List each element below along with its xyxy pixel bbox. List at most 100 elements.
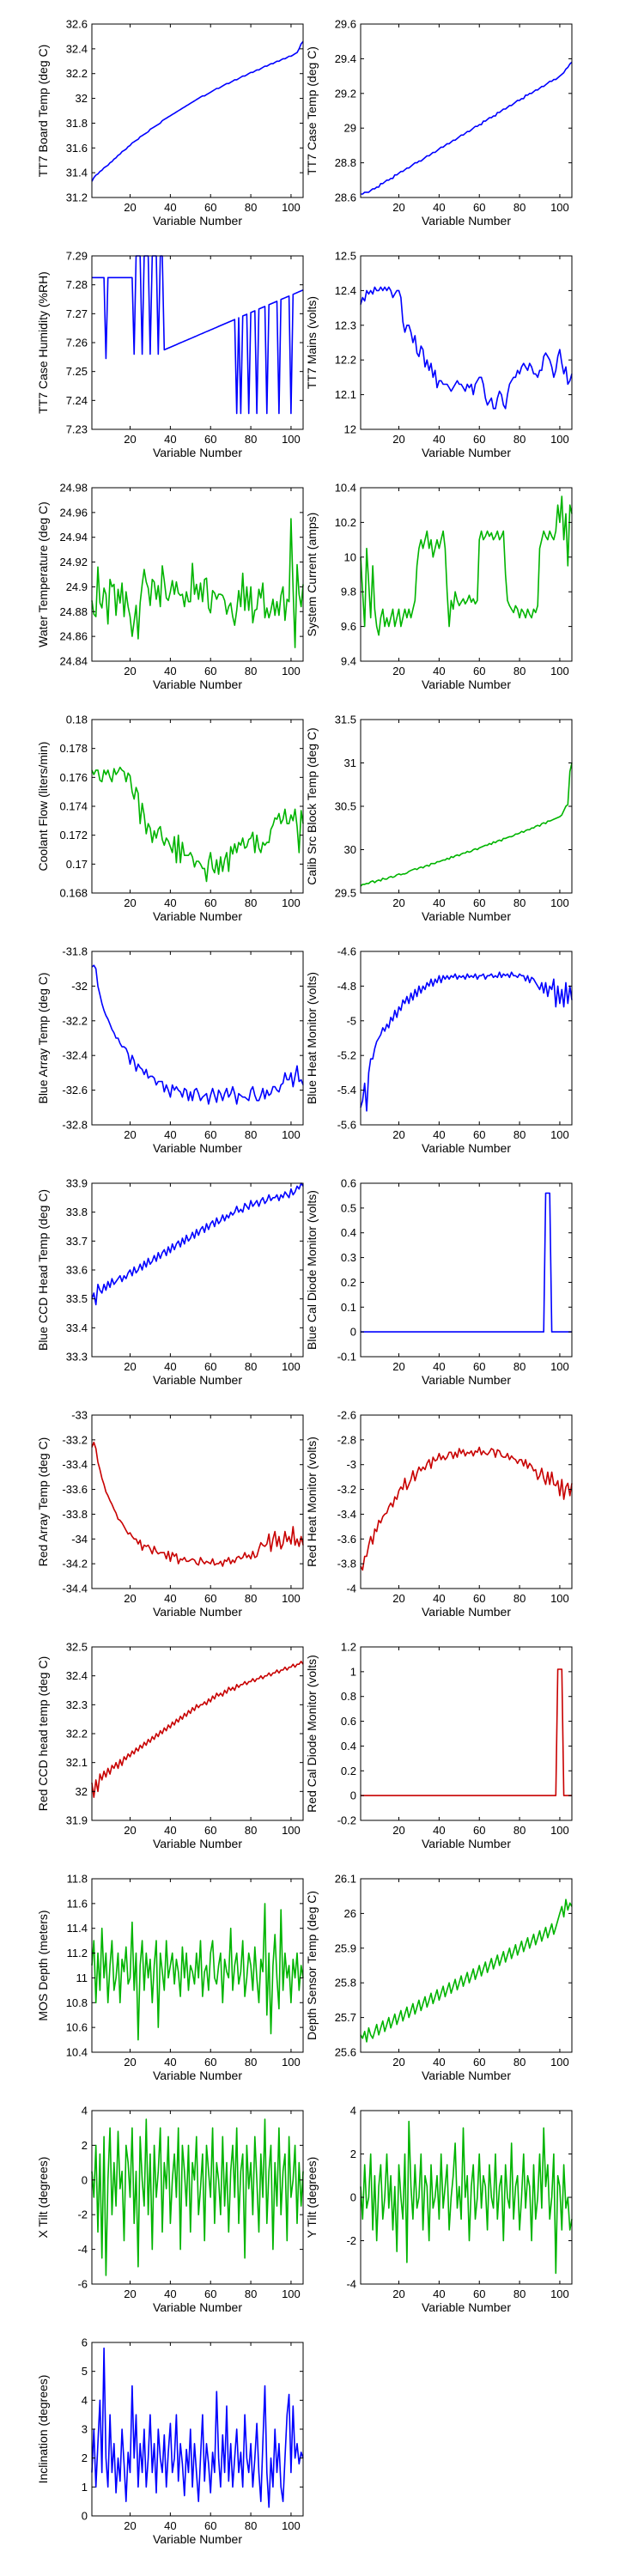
x-tick-label: 80: [245, 2056, 257, 2069]
y-tick-label: -4: [346, 2278, 356, 2291]
plot-frame: [360, 951, 573, 1126]
y-axis-label: Depth Sensor Temp (deg C): [305, 1891, 319, 2040]
series-line: [92, 255, 304, 415]
chart-panel-13: 20 40 60 80 100 -34.4 -34.2 -34 -33.8 -33.6 -33.4 -…: [36, 1409, 304, 1619]
plot-frame: [360, 1414, 573, 1589]
x-tick-label: 100: [282, 433, 301, 446]
y-tick-label: 12.2: [335, 354, 356, 367]
x-tick-label: 20: [124, 2287, 136, 2300]
y-tick-label: 29: [344, 122, 356, 135]
y-tick-label: 31.9: [66, 1814, 88, 1827]
series-line: [361, 61, 573, 195]
y-tick-label: 1.2: [341, 1641, 356, 1654]
chart-panel-2: 20 40 60 80 100 28.6 28.8 29 29.2 29.4 29.6 Variabl…: [305, 18, 573, 228]
x-axis-label: Variable Number: [153, 446, 242, 459]
y-tick-label: 10.6: [66, 2021, 88, 2034]
y-tick-label: 0.4: [341, 1226, 356, 1239]
y-tick-label: 7.23: [66, 423, 88, 436]
y-tick-label: 2: [82, 2451, 88, 2464]
x-tick-label: 20: [124, 1824, 136, 1837]
y-tick-label: 12: [344, 423, 356, 436]
y-tick-label: 9.4: [341, 655, 356, 668]
x-tick-label: 40: [433, 433, 445, 446]
y-tick-label: 33.7: [66, 1235, 88, 1248]
y-axis-label: Red Array Temp (deg C): [36, 1437, 50, 1567]
y-tick-label: 24.98: [59, 482, 88, 495]
y-tick-label: 11.8: [67, 1873, 88, 1886]
y-tick-label: -4: [77, 2243, 88, 2256]
y-axis-label: Red Cal Diode Monitor (volts): [305, 1655, 319, 1813]
y-tick-label: 28.8: [335, 156, 356, 169]
x-tick-label: 100: [282, 665, 301, 677]
x-tick-label: 80: [245, 433, 257, 446]
x-tick-label: 40: [164, 1360, 176, 1373]
x-axis-label: Variable Number: [153, 214, 242, 228]
series-line: [91, 2118, 304, 2276]
x-tick-label: 60: [204, 1592, 216, 1605]
series-line: [91, 1903, 304, 2041]
y-tick-label: 31.6: [66, 142, 88, 155]
x-tick-label: 100: [282, 1360, 301, 1373]
x-tick-label: 40: [164, 1824, 176, 1837]
chart-panel-5: 20 40 60 80 100 24.84 24.86 24.88 24.9 24.92 24.94…: [36, 482, 304, 691]
chart-panel-4: 20 40 60 80 100 12 12.1 12.2 12.3 12.4 12.5 Variabl…: [305, 250, 573, 459]
y-tick-label: -2: [346, 2234, 356, 2247]
x-tick-label: 40: [164, 1128, 176, 1141]
x-axis-label: Variable Number: [153, 2069, 242, 2082]
x-tick-label: 100: [282, 2056, 301, 2069]
y-tick-label: 30: [344, 843, 356, 856]
y-tick-label: 33.3: [66, 1351, 88, 1364]
x-tick-label: 20: [124, 433, 136, 446]
series-line: [360, 1446, 573, 1571]
y-axis-label: Blue CCD Head Temp (deg C): [36, 1189, 50, 1351]
y-tick-label: 32: [76, 92, 88, 105]
y-tick-label: -32.6: [62, 1084, 88, 1097]
y-tick-label: 24.94: [59, 531, 88, 544]
series-line: [91, 766, 304, 883]
x-tick-label: 60: [204, 2056, 216, 2069]
y-tick-label: 25.8: [335, 1977, 356, 1990]
y-tick-label: 32.2: [66, 1728, 88, 1741]
x-axis-label: Variable Number: [422, 1141, 511, 1155]
x-tick-label: 20: [392, 1592, 404, 1605]
series-line: [360, 762, 573, 887]
y-tick-label: 0.4: [341, 1740, 356, 1753]
x-axis-label: Variable Number: [422, 1373, 511, 1387]
y-tick-label: -0.2: [337, 1814, 356, 1827]
x-tick-label: 100: [282, 1824, 301, 1837]
x-tick-label: 40: [433, 665, 445, 677]
y-tick-label: 10.4: [66, 2046, 88, 2059]
x-tick-label: 80: [513, 201, 526, 214]
y-tick-label: -32.4: [62, 1049, 88, 1062]
y-tick-label: -3.4: [337, 1508, 356, 1521]
x-tick-label: 20: [124, 2056, 136, 2069]
y-tick-label: 7.28: [66, 278, 88, 291]
y-tick-label: 26.1: [335, 1873, 356, 1886]
y-tick-label: 9.6: [341, 620, 356, 633]
y-tick-label: -32.8: [62, 1119, 88, 1132]
series-line: [91, 40, 304, 182]
x-tick-label: 60: [204, 2287, 216, 2300]
x-axis-label: Variable Number: [422, 909, 511, 923]
y-axis-label: Y Tilt (degrees): [305, 2157, 319, 2239]
x-tick-label: 80: [245, 2519, 257, 2532]
y-tick-label: -4.8: [337, 980, 356, 993]
x-axis-label: Variable Number: [422, 1605, 511, 1619]
plot-frame: [360, 23, 573, 198]
y-tick-label: 33.6: [66, 1264, 88, 1277]
y-axis-label: Inclination (degrees): [36, 2375, 50, 2484]
x-tick-label: 80: [245, 2287, 257, 2300]
y-axis-label: Blue Array Temp (deg C): [36, 972, 50, 1103]
x-tick-label: 60: [473, 201, 485, 214]
x-tick-label: 20: [392, 896, 404, 909]
series-line: [91, 1661, 304, 1798]
plot-frame: [91, 2110, 304, 2285]
x-tick-label: 20: [392, 1824, 404, 1837]
y-tick-label: -31.8: [62, 945, 88, 958]
chart-panel-11: 20 40 60 80 100 33.3 33.4 33.5 33.6 33.7 33.8 33.9 V…: [36, 1177, 304, 1387]
x-tick-label: 20: [392, 2056, 404, 2069]
x-tick-label: 40: [433, 201, 445, 214]
y-tick-label: -2: [77, 2208, 88, 2221]
series-line: [360, 1899, 573, 2043]
